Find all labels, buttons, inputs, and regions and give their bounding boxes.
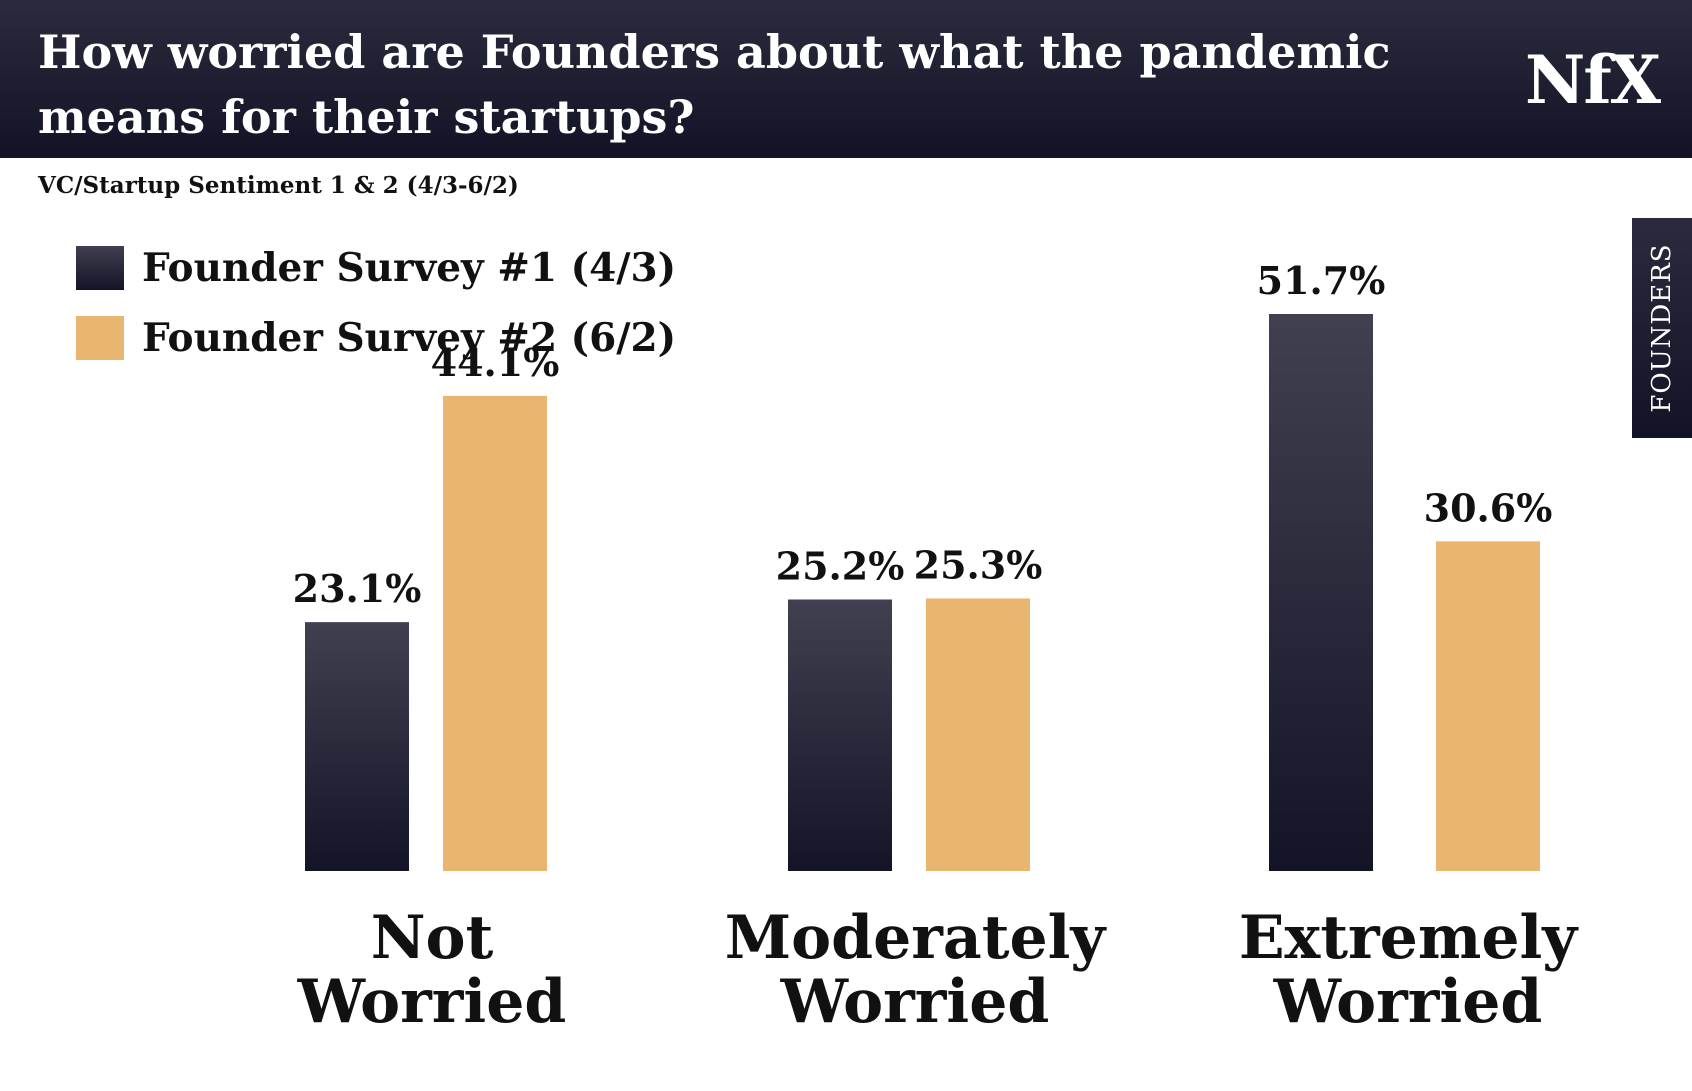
category-label-line: Moderately [724, 903, 1106, 973]
data-label-extremely-worried-survey-2: 30.6% [1424, 485, 1553, 530]
data-label-not-worried-survey-2: 44.1% [431, 340, 560, 385]
page-title: How worried are Founders about what the … [38, 25, 1391, 144]
category-label-line: Not [370, 903, 494, 973]
legend-label-survey-1: Founder Survey #1 (4/3) [142, 245, 677, 291]
category-label-extremely-worried: Extremely Worried [1198, 906, 1618, 1034]
category-label-line: Extremely [1238, 903, 1578, 973]
bar-not-worried-survey-2 [443, 395, 547, 871]
category-label-line: Worried [1273, 967, 1543, 1037]
header-banner: How worried are Founders about what the … [0, 0, 1692, 158]
data-label-moderately-worried-survey-2: 25.3% [914, 542, 1043, 587]
data-label-moderately-worried-survey-1: 25.2% [776, 544, 905, 589]
nfx-logo: NfX [1525, 41, 1661, 119]
bar-extremely-worried-survey-2 [1436, 541, 1540, 871]
category-label-line: Worried [780, 967, 1050, 1037]
category-label-line: Worried [297, 967, 567, 1037]
legend-label-survey-2: Founder Survey #2 (6/2) [142, 315, 677, 361]
bar-not-worried-survey-1 [305, 622, 409, 871]
bar-moderately-worried-survey-1 [788, 599, 892, 871]
data-label-extremely-worried-survey-1: 51.7% [1257, 258, 1386, 303]
data-label-not-worried-survey-1: 23.1% [293, 566, 422, 611]
bar-moderately-worried-survey-2 [926, 598, 1030, 871]
chart-subtitle: VC/Startup Sentiment 1 & 2 (4/3-6/2) [38, 172, 519, 199]
bar-extremely-worried-survey-1 [1269, 314, 1373, 871]
legend-swatch-survey-2 [76, 316, 124, 360]
legend-swatch-survey-1 [76, 246, 124, 290]
side-tab: FOUNDERS [1632, 218, 1692, 438]
category-label-not-worried: Not Worried [222, 906, 642, 1034]
category-label-moderately-worried: Moderately Worried [705, 906, 1125, 1034]
